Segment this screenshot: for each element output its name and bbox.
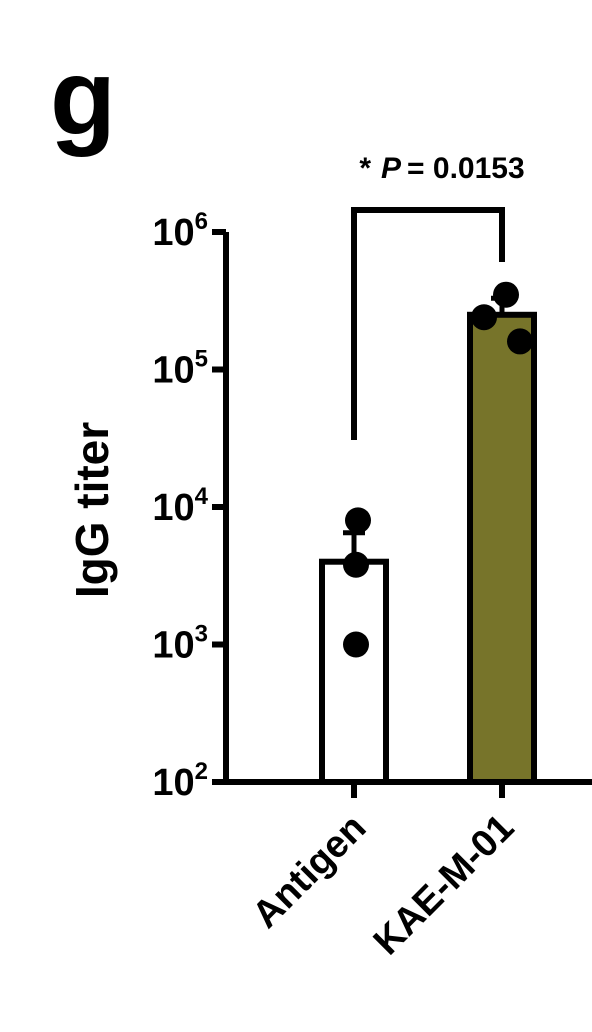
y-ticks: 102 103 104 105 106 xyxy=(152,208,226,804)
data-point xyxy=(507,328,533,355)
bar-kae-m-01 xyxy=(467,311,537,785)
x-category-label: KAE-M-01 xyxy=(366,807,523,964)
data-point xyxy=(345,507,371,534)
y-tick-label: 106 xyxy=(152,208,208,254)
significance-label: * P = 0.0153 xyxy=(359,152,524,185)
significance-bracket: * P = 0.0153 xyxy=(351,152,525,440)
y-tick-label: 102 xyxy=(152,758,208,804)
data-points xyxy=(343,281,533,658)
x-category-label: Antigen xyxy=(245,807,375,937)
p-symbol: P xyxy=(381,152,402,185)
data-point xyxy=(493,281,519,308)
data-point xyxy=(471,304,497,331)
panel-label: g xyxy=(50,36,116,157)
bars xyxy=(319,295,537,785)
data-point xyxy=(343,631,369,658)
y-axis-title: IgG titer xyxy=(66,422,118,598)
data-point xyxy=(343,551,369,578)
bar-antigen xyxy=(319,558,389,785)
p-value: = 0.0153 xyxy=(407,152,525,185)
bracket-line xyxy=(351,207,505,440)
y-tick-label: 103 xyxy=(152,621,208,667)
y-tick-label: 104 xyxy=(152,483,208,529)
significance-star: * xyxy=(359,152,371,185)
y-tick-label: 105 xyxy=(152,346,208,392)
